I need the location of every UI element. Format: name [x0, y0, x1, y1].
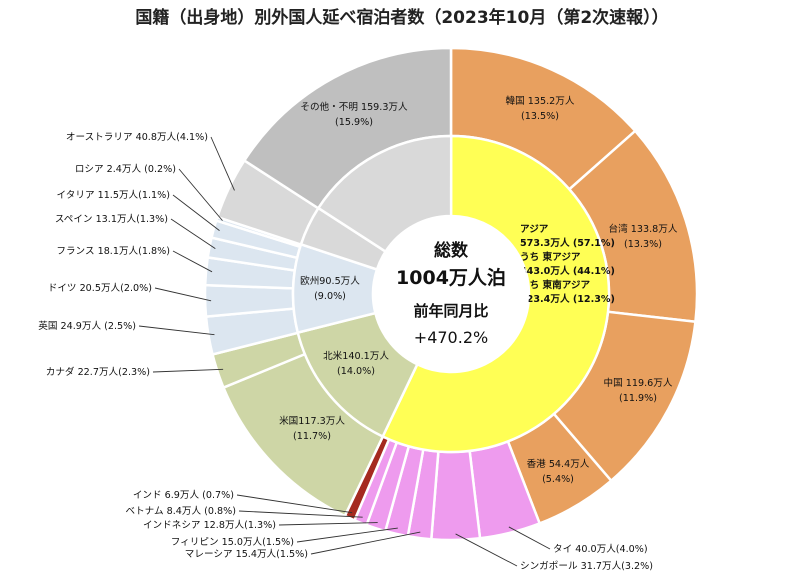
inner-label-1-line-1: (14.0%): [337, 366, 375, 377]
leader-line-16: [170, 218, 216, 249]
leader-line-19: [210, 136, 235, 191]
outer-label-8-line-0: インドネシア 12.8万人(1.3%): [143, 520, 276, 531]
inner-label-1-line-0: 北米140.1万人: [323, 350, 389, 362]
leader-line-8: [278, 522, 378, 526]
outer-label-2-line-0: 中国 119.6万人: [604, 377, 673, 389]
leader-line-12: [152, 368, 224, 373]
outer-label-12-line-0: カナダ 22.7万人(2.3%): [46, 366, 150, 378]
outer-label-19-line-0: オーストラリア 40.8万人(4.1%): [66, 132, 208, 143]
outer-label-0-line-0: 韓国 135.2万人: [506, 95, 575, 107]
outer-label-13-line-0: 英国 24.9万人 (2.5%): [38, 320, 136, 332]
outer-label-1-line-1: (13.3%): [624, 239, 662, 250]
leader-line-13: [138, 325, 215, 336]
center-total-value: 1004万人泊: [396, 267, 506, 289]
outer-label-20-line-1: (15.9%): [335, 117, 373, 128]
center-hole: [373, 216, 529, 372]
inner-label-2-line-1: (9.0%): [314, 291, 346, 302]
leader-line-14: [154, 287, 212, 302]
leader-line-17: [172, 194, 220, 231]
outer-ring: [203, 46, 699, 542]
outer-label-6-line-0: マレーシア 15.4万人(1.5%): [185, 549, 308, 560]
outer-label-1-line-0: 台湾 133.8万人: [609, 223, 678, 235]
leader-line-6: [310, 531, 421, 555]
outer-label-14-line-0: ドイツ 20.5万人(2.0%): [48, 283, 152, 294]
outer-label-7-line-0: フィリピン 15.0万人(1.5%): [171, 537, 294, 548]
inner-label-0-line-2: うち 東アジア: [520, 251, 581, 263]
chart-title: 国籍（出身地）別外国人延べ宿泊者数（2023年10月（第2次速報））: [135, 7, 668, 28]
inner-label-0-line-1: 573.3万人 (57.1%): [520, 237, 615, 249]
outer-label-18-line-0: ロシア 2.4万人 (0.2%): [75, 164, 176, 175]
outer-label-15-line-0: フランス 18.1万人(1.8%): [56, 246, 170, 257]
outer-label-17-line-0: イタリア 11.5万人(1.1%): [57, 190, 170, 201]
outer-label-4-line-0: タイ 40.0万人(4.0%): [553, 544, 648, 555]
leader-line-5: [455, 533, 518, 567]
outer-label-20-line-0: その他・不明 159.3万人: [300, 101, 408, 113]
outer-label-3-line-0: 香港 54.4万人: [527, 458, 590, 470]
leader-line-4: [508, 526, 551, 550]
slice-labels: アジア 573.3万人 (57.1%) うち 東アジア 443.0万人 (44.1%)…: [38, 95, 678, 572]
outer-label-11-line-1: (11.7%): [293, 431, 331, 442]
outer-label-3-line-1: (5.4%): [542, 474, 574, 485]
outer-label-16-line-0: スペイン 13.1万人(1.3%): [55, 214, 168, 225]
leader-line-10: [236, 494, 353, 514]
outer-label-11-line-0: 米国117.3万人: [279, 415, 345, 427]
center-yoy-label: 前年同月比: [413, 302, 488, 320]
outer-label-9-line-0: ベトナム 8.4万人 (0.8%): [126, 506, 237, 517]
leader-line-7: [296, 527, 398, 543]
leader-line-18: [178, 168, 223, 221]
leader-line-9: [238, 510, 363, 518]
inner-label-2-line-0: 欧州90.5万人: [300, 275, 360, 287]
center-yoy-value: +470.2%: [414, 328, 488, 347]
center-total-label: 総数: [434, 240, 469, 261]
outer-label-5-line-0: シンガポール 31.7万人(3.2%): [520, 561, 653, 572]
inner-label-0-line-4: うち 東南アジア: [520, 279, 591, 291]
outer-label-10-line-0: インド 6.9万人 (0.7%): [133, 490, 234, 501]
leader-lines: [138, 136, 551, 567]
inner-label-0-line-5: 123.4万人 (12.3%): [520, 293, 615, 305]
inner-label-0-line-0: アジア: [520, 224, 549, 235]
inner-label-0-line-3: 443.0万人 (44.1%): [520, 265, 615, 277]
leader-line-15: [172, 250, 213, 273]
outer-label-0-line-1: (13.5%): [521, 111, 559, 122]
outer-label-2-line-1: (11.9%): [619, 393, 657, 404]
inner-ring: [291, 134, 611, 454]
